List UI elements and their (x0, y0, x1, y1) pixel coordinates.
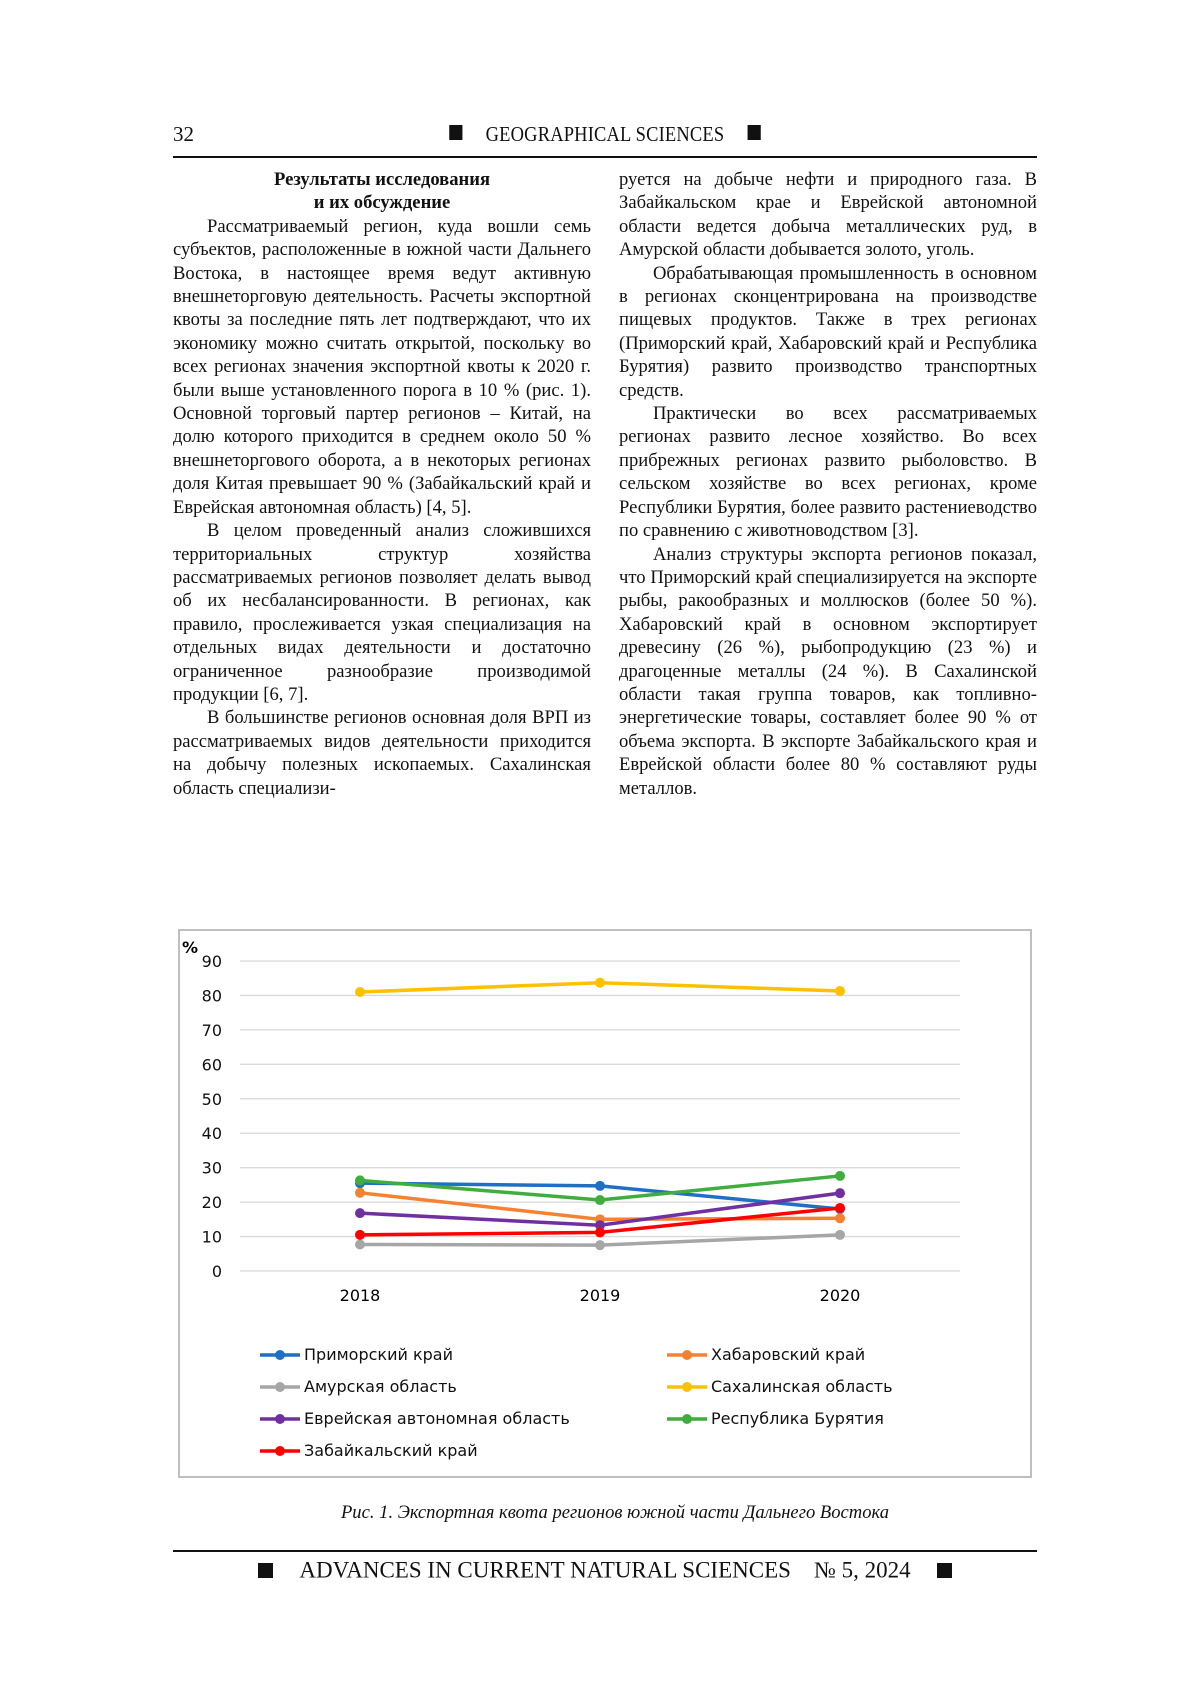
running-footer: ADVANCES IN CURRENT NATURAL SCIENCES № 5… (173, 1550, 1037, 1584)
data-point (835, 1188, 845, 1198)
legend-marker-icon (260, 1381, 300, 1393)
y-tick-label: 50 (202, 1090, 222, 1109)
section-heading: Результаты исследованияи их обсуждение (173, 168, 591, 215)
data-point (355, 1188, 365, 1198)
y-tick-label: 60 (202, 1055, 222, 1074)
legend-label: Приморский край (304, 1345, 453, 1364)
legend-marker-icon (260, 1349, 300, 1361)
paragraph: Рассматриваемый регион, куда вошли семь … (173, 215, 591, 519)
square-bullet-icon (747, 125, 760, 140)
figure-caption: Рис. 1. Экспортная квота регионов южной … (0, 1502, 1200, 1524)
y-tick-label: 90 (202, 952, 222, 971)
x-tick-label: 2018 (340, 1286, 381, 1305)
legend-label: Сахалинская область (711, 1377, 893, 1396)
page-number: 32 (173, 122, 194, 147)
legend-label: Республика Бурятия (711, 1409, 884, 1428)
data-point (355, 987, 365, 997)
data-point (595, 1181, 605, 1191)
legend-label: Амурская область (304, 1377, 457, 1396)
paragraph: В целом проведенный анализ сложившихся т… (173, 519, 591, 706)
legend-item: Республика Бурятия (667, 1409, 884, 1428)
left-column: Результаты исследованияи их обсуждение Р… (173, 168, 591, 800)
footer-issue: № 5, 2024 (814, 1558, 911, 1583)
legend-item: Забайкальский край (260, 1441, 478, 1460)
y-tick-label: 70 (202, 1021, 222, 1040)
data-point (835, 1230, 845, 1240)
legend-label: Забайкальский край (304, 1441, 478, 1460)
data-point (355, 1230, 365, 1240)
data-point (355, 1208, 365, 1218)
paragraph: Обрабатывающая промышленность в основном… (619, 262, 1037, 402)
legend-label: Хабаровский край (711, 1345, 865, 1364)
y-tick-label: 40 (202, 1124, 222, 1143)
legend-item: Сахалинская область (667, 1377, 893, 1396)
legend-item: Приморский край (260, 1345, 453, 1364)
legend-marker-icon (667, 1349, 707, 1361)
data-point (835, 1203, 845, 1213)
paragraph: руется на добыче нефти и природного газа… (619, 168, 1037, 262)
legend-marker-icon (667, 1381, 707, 1393)
paragraph: Практически во всех рассматриваемых реги… (619, 402, 1037, 542)
running-header: 32 GEOGRAPHICAL SCIENCES (173, 122, 1037, 158)
legend-marker-icon (260, 1413, 300, 1425)
x-tick-label: 2019 (580, 1286, 621, 1305)
square-bullet-icon (450, 125, 463, 140)
data-point (355, 1239, 365, 1249)
square-bullet-icon (258, 1563, 273, 1578)
data-point (595, 1227, 605, 1237)
y-tick-label: 30 (202, 1159, 222, 1178)
data-point (595, 978, 605, 988)
legend-marker-icon (260, 1445, 300, 1457)
paragraph: В большинстве регионов основная доля ВРП… (173, 706, 591, 800)
paper-page: 32 GEOGRAPHICAL SCIENCES Результаты иссл… (0, 0, 1200, 1697)
right-column: руется на добыче нефти и природного газа… (619, 168, 1037, 800)
y-axis-label: % (182, 938, 198, 957)
footer-journal: ADVANCES IN CURRENT NATURAL SCIENCES (299, 1558, 791, 1583)
x-tick-label: 2020 (820, 1286, 861, 1305)
square-bullet-icon (937, 1563, 952, 1578)
legend-item: Хабаровский край (667, 1345, 865, 1364)
legend-item: Амурская область (260, 1377, 457, 1396)
data-point (835, 986, 845, 996)
legend-marker-icon (667, 1413, 707, 1425)
data-point (835, 1171, 845, 1181)
legend-item: Еврейская автономная область (260, 1409, 570, 1428)
data-point (355, 1175, 365, 1185)
paragraph: Анализ структуры экспорта регионов показ… (619, 543, 1037, 800)
line-chart: 0 10 20 30 40 50 60 70 80 90% 2018 2019 2020 Приморс… (178, 929, 1032, 1478)
journal-section: GEOGRAPHICAL SCIENCES (486, 122, 725, 146)
data-point (595, 1240, 605, 1250)
y-tick-label: 0 (212, 1262, 222, 1281)
data-point (835, 1213, 845, 1223)
y-tick-label: 80 (202, 986, 222, 1005)
chart-plot: 0 10 20 30 40 50 60 70 80 90% 2018 2019 2020 (180, 931, 1030, 1341)
data-point (595, 1195, 605, 1205)
y-tick-label: 20 (202, 1193, 222, 1212)
legend-label: Еврейская автономная область (304, 1409, 570, 1428)
y-tick-label: 10 (202, 1228, 222, 1247)
